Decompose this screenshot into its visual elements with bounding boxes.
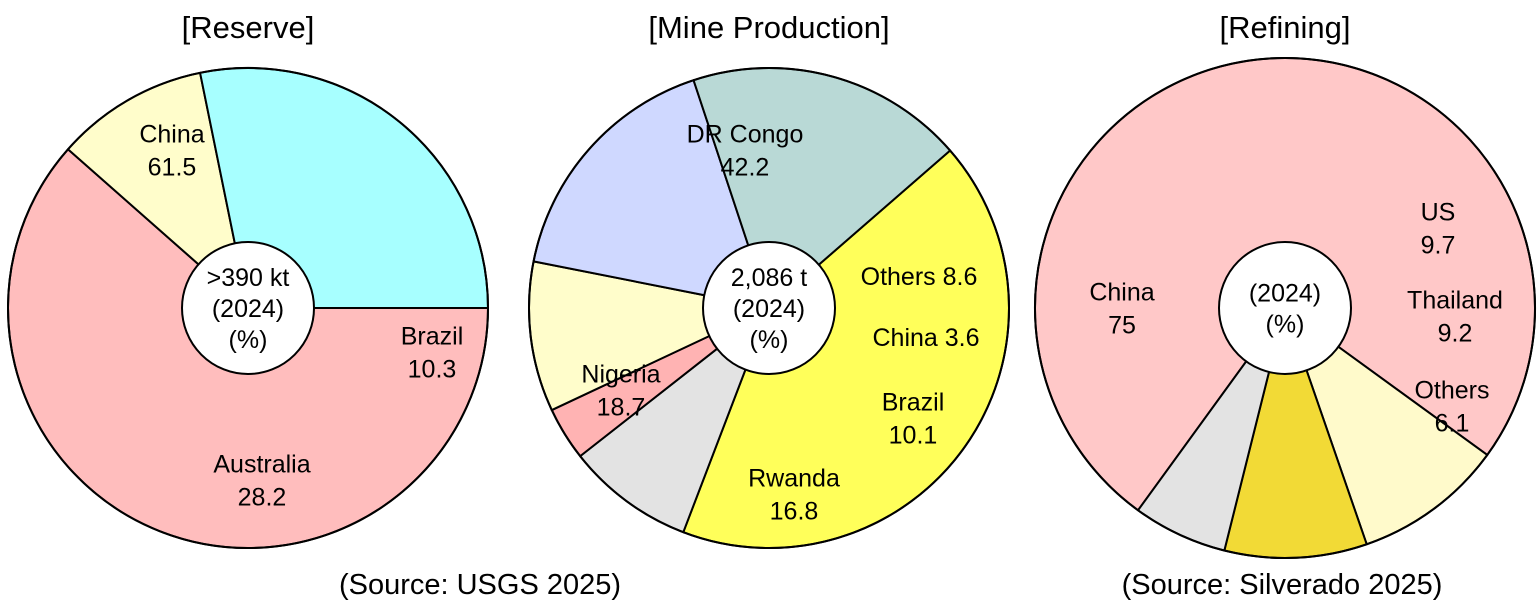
slice-label-brazil: Brazil 10.1	[882, 389, 945, 450]
slice-label-brazil: Brazil 10.3	[401, 323, 464, 384]
pie-outline	[1034, 57, 1536, 559]
slice-label-china: China 61.5	[139, 121, 204, 182]
source-label-silverado: (Source: Silverado 2025)	[1122, 569, 1443, 601]
slice-label-thailand: Thailand 9.2	[1407, 287, 1503, 348]
refining-title: [Refining]	[1220, 10, 1351, 45]
refining-pie-chart: [Refining] China 75 US 9.7 Thailand 9.2 Others 6…	[1034, 10, 1536, 559]
center-label: >390 kt (2024) (%)	[207, 264, 290, 354]
slice-label-nigeria: Nigeria 18.7	[581, 361, 660, 422]
center-label: 2,086 t (2024) (%)	[731, 264, 808, 354]
slice-label-china: China 75	[1089, 279, 1154, 340]
pie-center-hole	[181, 241, 315, 375]
mine-production-title: [Mine Production]	[648, 10, 889, 45]
reserve-title: [Reserve]	[182, 10, 315, 45]
mine-production-pie-chart: [Mine Production] DR Congo 42.2 Others 8.6 C…	[528, 10, 1010, 549]
slice-label-others: Others 8.6	[861, 263, 978, 291]
slice-label-dr-congo: DR Congo 42.2	[687, 121, 804, 182]
slice-label-us: US 9.7	[1421, 199, 1456, 260]
pie-outline	[528, 67, 1010, 549]
slice-label-australia: Australia 28.2	[213, 451, 310, 512]
slice-label-rwanda: Rwanda 16.8	[748, 465, 840, 526]
slice-label-others: Others 6.1	[1414, 377, 1489, 438]
pie-outline	[7, 67, 489, 549]
reserve-pie-chart: [Reserve] China 61.5 Brazil 10.3 Australia 28.…	[7, 10, 489, 549]
pie-center-hole	[1218, 241, 1352, 375]
slice-label-china: China 3.6	[872, 324, 979, 352]
pie-center-hole	[702, 241, 836, 375]
source-label-usgs: (Source: USGS 2025)	[339, 569, 621, 601]
center-label: (2024) (%)	[1249, 280, 1321, 339]
